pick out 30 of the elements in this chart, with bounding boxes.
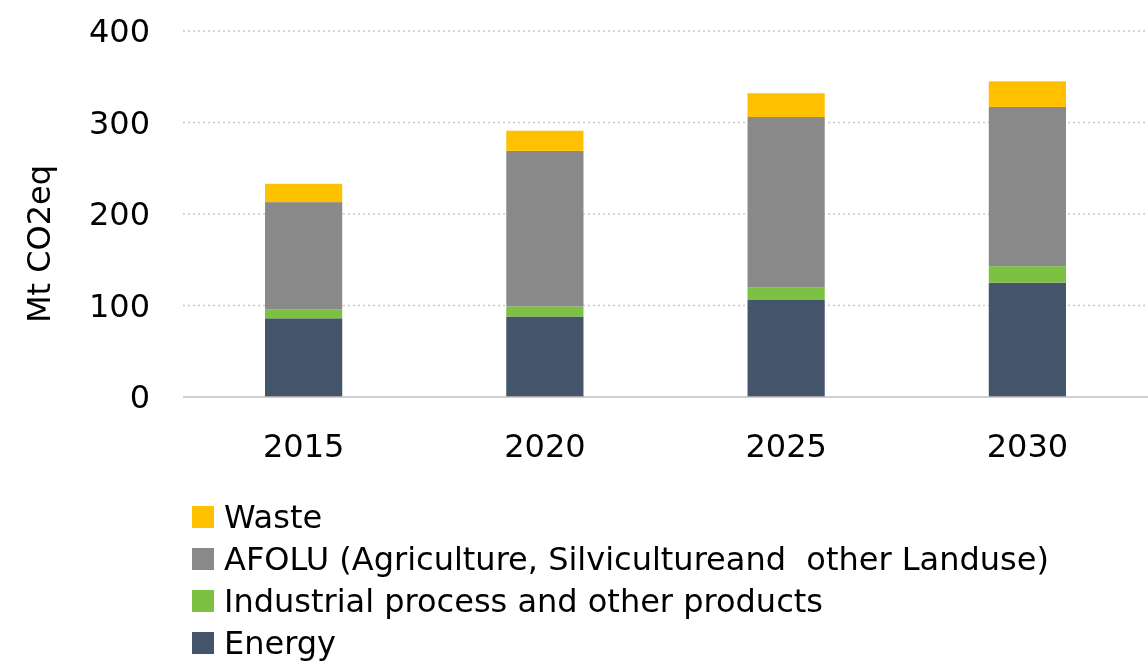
bar [747,287,825,301]
y-tick-label: 0 [129,378,150,417]
y-axis-title: Mt CO2eq [20,164,58,324]
legend-label: Waste [224,498,323,537]
bar [506,130,584,151]
x-tick-label: 2020 [504,427,586,465]
x-tick-label: 2030 [986,427,1069,465]
legend-label: Energy [224,624,337,662]
legend-label: AFOLU (Agriculture, Silvicultureand other Landuse) [224,540,1049,579]
bar [265,318,343,397]
bar [988,81,1066,107]
x-tick-label: 2015 [262,427,345,465]
bar [265,202,343,310]
bar [747,300,825,397]
x-tick-label: 2025 [745,427,827,465]
bar [506,316,584,397]
y-tick-label: 400 [88,12,150,51]
bar [988,266,1066,283]
y-tick-label: 100 [88,286,150,325]
bar [747,93,825,118]
bar [747,117,825,288]
bar [506,150,584,307]
bar [265,309,343,319]
bar [265,183,343,203]
bar [988,106,1066,267]
legend-label: Industrial process and other products [224,582,823,621]
y-tick-label: 200 [88,195,150,234]
bar [988,282,1066,397]
bar [506,306,584,317]
y-tick-label: 300 [88,103,150,142]
